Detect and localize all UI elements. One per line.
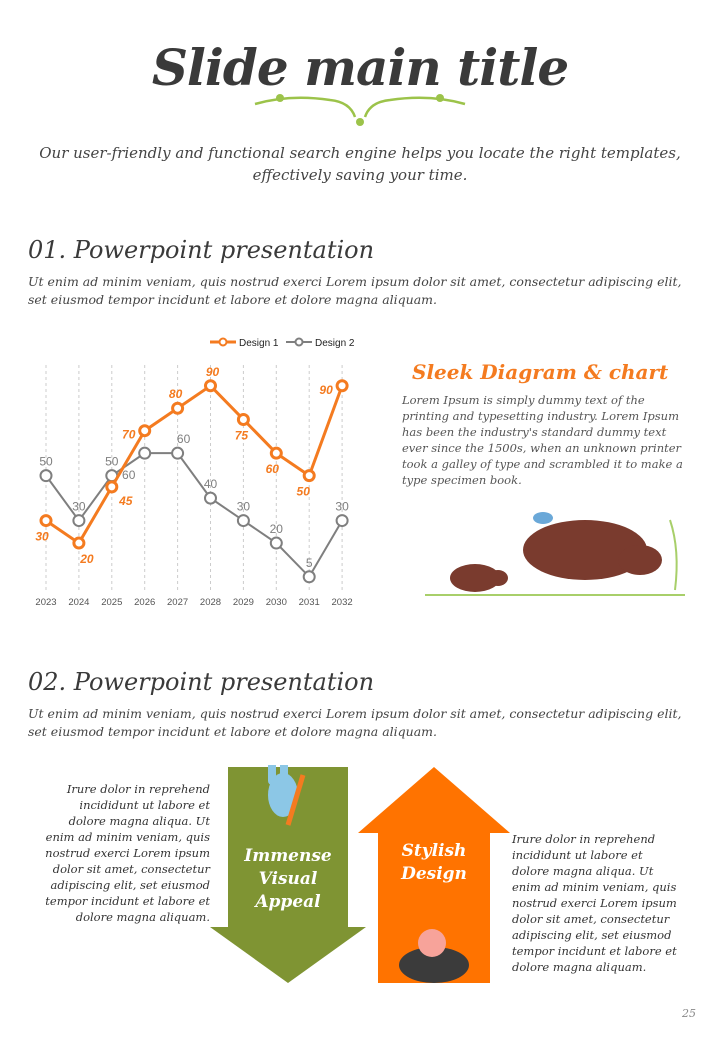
hedgehog-apple-icon xyxy=(399,929,469,983)
legend-marker xyxy=(218,337,228,347)
data-label: 80 xyxy=(169,387,183,401)
data-point xyxy=(302,570,316,584)
up-arrow-shape xyxy=(358,767,510,983)
data-label: 60 xyxy=(122,468,136,482)
data-point xyxy=(39,469,53,483)
section2-heading: 02. Powerpoint presentation xyxy=(28,668,375,696)
data-label: 5 xyxy=(306,556,313,570)
data-point xyxy=(138,424,152,438)
data-point xyxy=(171,446,185,460)
data-point xyxy=(269,536,283,550)
up-arrow-label: Stylish Design xyxy=(401,841,467,884)
x-tick-label: 2027 xyxy=(167,597,188,608)
data-point xyxy=(39,514,53,528)
data-label: 20 xyxy=(270,522,284,536)
data-label: 75 xyxy=(235,428,249,442)
x-tick-label: 2025 xyxy=(101,597,122,608)
data-point xyxy=(105,480,119,494)
data-label: 60 xyxy=(177,432,191,446)
series-line-0 xyxy=(45,383,344,546)
x-tick-label: 2028 xyxy=(200,597,221,608)
sleek-text: Lorem Ipsum is simply dummy text of the … xyxy=(402,393,683,487)
x-tick-label: 2032 xyxy=(332,597,353,608)
data-point xyxy=(204,379,217,393)
data-label: 50 xyxy=(39,455,53,469)
data-label: 45 xyxy=(118,494,133,508)
data-label: 70 xyxy=(122,428,136,442)
right-description: Irure dolor in reprehend incididunt ut l… xyxy=(512,832,677,974)
page-number: 25 xyxy=(682,1007,696,1020)
data-label: 50 xyxy=(297,485,311,499)
down-arrow-label: Immense Visual Appeal xyxy=(244,846,332,912)
left-description: Irure dolor in reprehend incididunt ut l… xyxy=(45,782,210,924)
data-label: 30 xyxy=(237,500,251,514)
slide-title: Slide main title xyxy=(151,38,569,97)
data-label: 30 xyxy=(35,530,49,544)
data-point xyxy=(269,446,283,460)
rabbit-icon xyxy=(268,765,306,826)
data-label: 20 xyxy=(79,552,94,566)
line-chart: 2023 2024 2025 2026 2027 2028 2029 2030 2031 2032… xyxy=(35,337,355,608)
data-point xyxy=(335,379,349,393)
boar-illustration-icon xyxy=(425,512,685,596)
sleek-title: Sleek Diagram & chart xyxy=(412,360,669,384)
data-point xyxy=(72,514,86,528)
data-point xyxy=(335,514,349,528)
x-tick-label: 2026 xyxy=(134,597,155,608)
data-point xyxy=(138,446,152,460)
x-tick-label: 2024 xyxy=(68,597,89,608)
data-label: 90 xyxy=(206,365,220,379)
data-point xyxy=(236,412,250,426)
data-label: 90 xyxy=(319,383,333,397)
x-tick-label: 2030 xyxy=(266,597,287,608)
section2-text: Ut enim ad minim veniam, quis nostrud ex… xyxy=(28,706,682,739)
legend-marker xyxy=(294,337,304,347)
section1-heading: 01. Powerpoint presentation xyxy=(28,236,375,264)
data-label: 60 xyxy=(266,462,280,476)
data-label: 40 xyxy=(204,477,218,491)
vine-ornament-icon xyxy=(254,94,466,126)
section1-text: Ut enim ad minim veniam, quis nostrud ex… xyxy=(28,274,682,307)
slide-subtitle: Our user-friendly and functional search … xyxy=(39,144,681,184)
x-tick-label: 2023 xyxy=(35,597,56,608)
data-label: 30 xyxy=(335,500,349,514)
x-tick-label: 2031 xyxy=(299,597,320,608)
legend-label: Design 2 xyxy=(315,338,355,349)
data-point xyxy=(204,491,217,505)
x-tick-label: 2029 xyxy=(233,597,254,608)
data-point xyxy=(236,514,250,528)
data-point xyxy=(171,401,185,415)
series-line-1 xyxy=(45,452,343,579)
legend-label: Design 1 xyxy=(239,338,279,349)
data-point xyxy=(302,469,316,483)
data-point xyxy=(72,536,86,550)
down-arrow-shape xyxy=(210,765,366,983)
data-label: 30 xyxy=(72,500,86,514)
data-label: 50 xyxy=(105,455,119,469)
